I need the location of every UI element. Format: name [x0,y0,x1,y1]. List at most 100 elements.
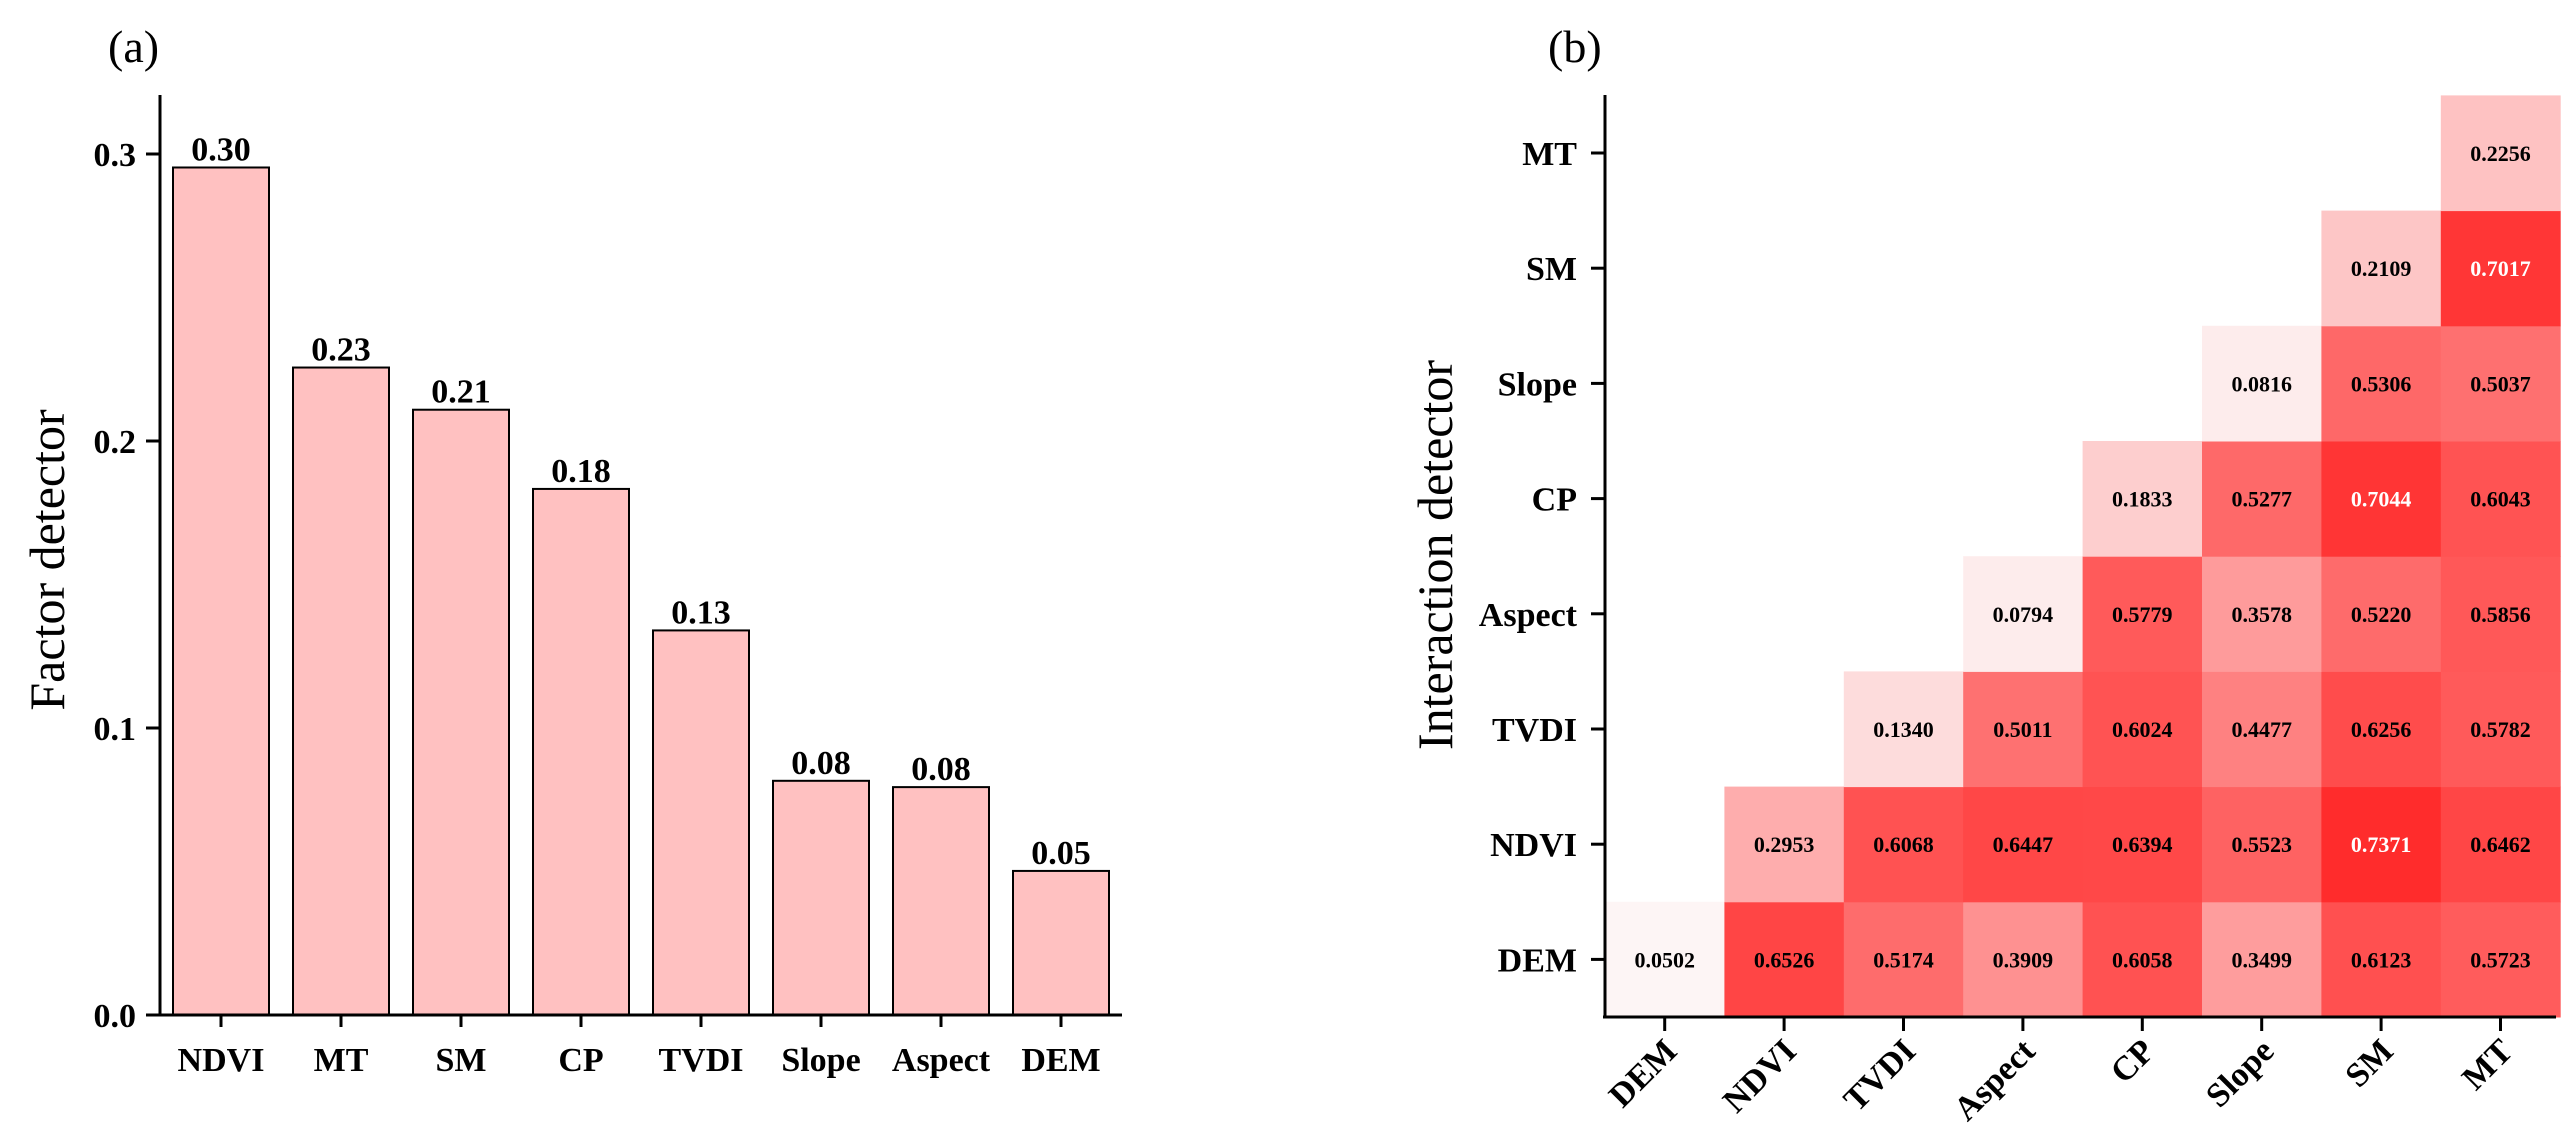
heatmap-cell [2440,441,2561,557]
bar-chart-x-tick-label: Slope [781,1042,860,1079]
heatmap-y-tick-label: TVDI [1492,712,1577,749]
heatmap-cell-value: 0.6462 [2470,832,2531,857]
heatmap-cell [2082,556,2203,672]
heatmap-cell-value: 0.7044 [2351,487,2412,512]
heatmap-y-tick-labels: DEM NDVI TVDI Aspect CP Slope SM MT [1479,136,1605,979]
heatmap-cell [1724,786,1845,903]
bar-chart-x-tick-label: DEM [1021,1042,1100,1079]
heatmap-cell-value: 0.6256 [2351,717,2412,742]
heatmap-cell-value: 0.5011 [1993,717,2052,742]
heatmap-cell [1963,786,2084,903]
heatmap-cell-value: 0.6058 [2112,947,2173,972]
heatmap-cell [2321,556,2442,672]
bar [652,629,750,1016]
heatmap-cell-value: 0.6043 [2470,487,2531,512]
heatmap-cell-value: 0.5174 [1873,947,1934,972]
heatmap-cell [2440,556,2561,672]
heatmap-cells: 0.0502 0.6526 0.5174 0.3909 0.6058 0.3499 0.61… [1605,95,2561,1018]
bar-data-label: 0.05 [1031,835,1091,872]
heatmap-cell [2440,786,2561,903]
heatmap-cell [2321,671,2442,788]
bar-chart-x-tick-labels: NDVI MT SM CP TVDI Slope Aspect DEM [178,1015,1101,1079]
factor-detector-bar-chart: (a) Factor detector 0.0 0.1 0.2 0.3 0.30 0.2… [19,21,1122,1079]
heatmap-cell-value: 0.7017 [2470,256,2531,281]
heatmap-cell-value: 0.5523 [2231,832,2292,857]
bar-chart-y-tick-label: 0.0 [94,998,137,1035]
heatmap-cell [2202,786,2322,903]
heatmap-cell-value: 0.6123 [2351,947,2412,972]
heatmap-cell [2082,671,2203,788]
heatmap-cell [2082,901,2203,1018]
heatmap-x-tick-label: NDVI [1716,1032,1804,1120]
heatmap-cell-value: 0.5782 [2470,717,2531,742]
heatmap-cell [2321,786,2442,903]
heatmap-cell [1963,901,2084,1018]
heatmap-y-tick-label: SM [1526,251,1577,288]
heatmap-cell-value: 0.5220 [2351,602,2412,627]
heatmap-x-tick-label: TVDI [1837,1032,1923,1118]
heatmap-cell-value: 0.4477 [2231,717,2292,742]
bar-chart-y-axis-title: Factor detector [19,409,75,711]
heatmap-cell [2440,95,2561,212]
heatmap-cell-value: 0.0502 [1634,947,1695,972]
heatmap-cell [2440,325,2561,442]
bar-data-label: 0.08 [911,751,971,788]
heatmap-y-tick-label: CP [1532,482,1577,519]
heatmap-cell [2202,671,2322,788]
heatmap-cell [1605,901,1725,1018]
bar [172,166,270,1016]
heatmap-cell [1724,901,1845,1018]
heatmap-x-tick-label: CP [2104,1032,2162,1090]
bar-chart-x-tick-label: TVDI [658,1042,743,1079]
heatmap-cell [1843,671,1964,788]
heatmap-x-tick-labels: DEM NDVI TVDI Aspect CP Slope SM MT [1602,1017,2520,1128]
heatmap-cell-value: 0.5723 [2470,947,2531,972]
bar-chart-x-tick-label: CP [558,1042,603,1079]
bar-data-label: 0.18 [551,453,611,490]
heatmap-cell-value: 0.2256 [2470,141,2531,166]
heatmap-cell-value: 0.1833 [2112,487,2173,512]
bar-chart-bars: 0.30 0.23 0.21 0.18 0.13 0.08 0.08 0.05 [172,131,1110,1017]
heatmap-cell [2440,671,2561,788]
heatmap-cell-value: 0.3499 [2231,947,2292,972]
heatmap-cell-value: 0.0794 [1993,602,2054,627]
heatmap-cell [2202,901,2322,1018]
heatmap-x-tick-label: DEM [1602,1032,1684,1114]
heatmap-y-tick-label: Aspect [1479,597,1578,634]
bar-chart-y-tick-label: 0.3 [94,137,137,174]
heatmap-cell [2202,441,2322,557]
heatmap-cell [2202,556,2322,672]
bar-data-label: 0.21 [431,374,491,411]
heatmap-cell-value: 0.6447 [1993,832,2054,857]
heatmap-x-tick-label: MT [2455,1032,2520,1097]
bar [772,779,870,1016]
panel-label-b: (b) [1548,21,1602,72]
bar-chart-y-tick-label: 0.1 [94,711,137,748]
heatmap-cell [2321,901,2442,1018]
heatmap-cell [2440,210,2561,327]
interaction-detector-heatmap: (b) Interaction detector 0.0502 0.6526 0.5… [1407,21,2561,1128]
bar-chart-y-tick-label: 0.2 [94,424,137,461]
heatmap-cell [2082,441,2203,557]
heatmap-cell [2321,210,2442,327]
bar-chart-y-ticks: 0.0 0.1 0.2 0.3 [94,137,160,1035]
bar-data-label: 0.08 [791,745,851,782]
bar-chart-x-tick-label: SM [436,1042,487,1079]
heatmap-y-tick-label: NDVI [1490,827,1577,864]
heatmap-x-tick-label: SM [2339,1032,2401,1094]
bar [412,408,510,1017]
heatmap-cell-value: 0.6024 [2112,717,2173,742]
heatmap-cell [2321,325,2442,442]
heatmap-cell-value: 0.6394 [2112,832,2173,857]
bar [1012,869,1110,1017]
panel-label-a: (a) [108,21,159,72]
bar [292,366,390,1016]
heatmap-cell [1963,556,2084,672]
heatmap-cell-value: 0.6068 [1873,832,1934,857]
heatmap-x-tick-label: Aspect [1947,1032,2043,1128]
heatmap-cell [2321,441,2442,557]
heatmap-cell-value: 0.3909 [1993,947,2054,972]
heatmap-cell-value: 0.5306 [2351,371,2412,396]
heatmap-cell [1963,671,2084,788]
